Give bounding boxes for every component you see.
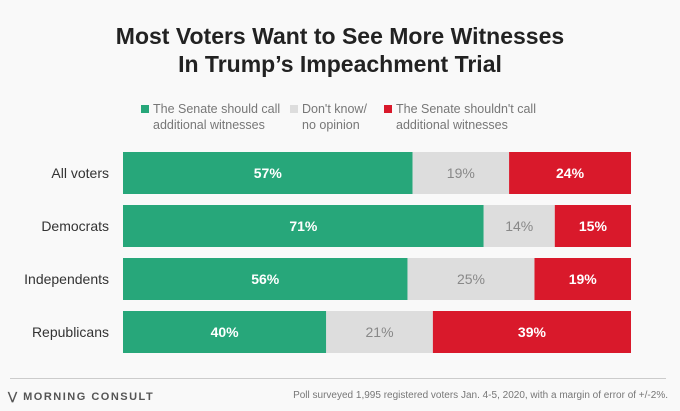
category-label: Republicans [32,324,109,340]
legend-label: Don't know/ [302,102,367,116]
bar-segment [432,311,631,353]
legend-label: additional witnesses [396,118,508,132]
bar-segment [509,152,631,194]
data-label: 21% [366,324,394,340]
bar-segment [554,205,631,247]
bar-segment [412,152,510,194]
data-label: 24% [556,165,585,181]
legend-label: The Senate should call [153,102,281,116]
legend-swatch [290,105,298,113]
footer-divider [10,378,666,379]
category-label: Democrats [41,218,109,234]
logo-icon: ⋁ [8,391,24,403]
data-label: 40% [211,324,240,340]
morning-consult-logo: ⋁ MORNING CONSULT [8,390,154,403]
legend-swatch [141,105,149,113]
category-label: All voters [51,165,109,181]
chart-title: Most Voters Want to See More Witnesses I… [0,22,680,78]
footnote: Poll surveyed 1,995 registered voters Ja… [293,390,668,401]
bar-segment [326,311,433,353]
category-label: Independents [24,271,109,287]
legend-label: additional witnesses [153,118,265,132]
data-label: 39% [518,324,547,340]
data-label: 57% [254,165,283,181]
data-label: 19% [569,271,598,287]
bar-segment [407,258,535,300]
bar-chart: All voters 57% 19% 24% Democrats 71% 14% 15% Ind… [24,152,631,353]
data-label: 14% [505,218,533,234]
bar-segment [123,205,484,247]
legend-item-shouldnt-call: The Senate shouldn't call additional witn… [384,101,536,133]
data-label: 19% [447,165,475,181]
legend-label: The Senate shouldn't call [396,102,536,116]
data-label: 71% [289,218,318,234]
bar-segment [534,258,631,300]
data-label: 56% [251,271,280,287]
title-line-2: In Trump’s Impeachment Trial [178,51,502,77]
bar-segment [123,311,327,353]
data-label: 15% [579,218,608,234]
legend-item-should-call: The Senate should call additional witness… [141,101,281,133]
bar-segment [123,152,413,194]
bar-segment [123,258,408,300]
data-label: 25% [457,271,485,287]
legend-label: no opinion [302,118,360,132]
title-line-1: Most Voters Want to See More Witnesses [115,23,565,49]
legend-item-dont-know: Don't know/no opinion [290,101,367,133]
bar-segment [483,205,555,247]
legend-swatch [384,105,392,113]
brand-name: MORNING CONSULT [23,391,155,403]
